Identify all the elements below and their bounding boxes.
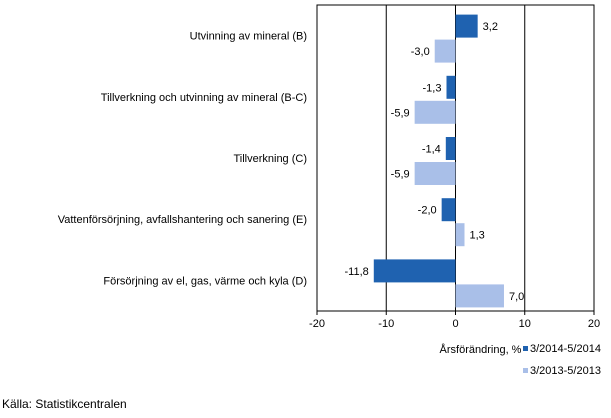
bar: [373, 259, 456, 283]
x-tick-label: -10: [378, 318, 394, 330]
category-label: Tillverkning (C): [233, 153, 307, 165]
legend-label: 3/2013-5/2013: [530, 365, 601, 377]
bar: [455, 14, 478, 38]
bar: [446, 75, 456, 99]
category-label: Tillverkning och utvinning av mineral (B…: [101, 92, 307, 104]
x-tick-label: 20: [588, 318, 600, 330]
bar: [414, 100, 456, 124]
category-label: Utvinning av mineral (B): [190, 31, 307, 43]
bar: [414, 162, 456, 185]
x-axis-title: Årsförändring, %: [440, 343, 522, 356]
category-label: Vattenförsörjning, avfallshantering och …: [58, 214, 307, 226]
x-tick-label: 0: [452, 318, 458, 330]
category-label: Försörjning av el, gas, värme och kyla (…: [103, 275, 307, 287]
legend-label: 3/2014-5/2014: [530, 343, 601, 355]
legend-swatch: [523, 346, 528, 351]
x-tick-label: 10: [519, 318, 531, 330]
x-tick-label: -20: [309, 318, 325, 330]
data-label: -5,9: [391, 169, 410, 181]
bar: [455, 223, 465, 247]
data-label: 3,2: [483, 21, 498, 33]
bar: [445, 137, 456, 160]
data-label: 7,0: [509, 291, 524, 303]
bar: [455, 284, 504, 308]
legend-swatch: [523, 368, 528, 373]
data-label: -5,9: [391, 107, 410, 119]
data-label: -1,4: [422, 144, 441, 156]
data-label: -11,8: [345, 266, 369, 278]
data-label: 1,3: [470, 230, 485, 242]
bar: [434, 39, 456, 63]
data-label: -1,3: [423, 82, 442, 94]
bar: [441, 198, 456, 222]
data-label: -2,0: [418, 205, 437, 217]
data-label: -3,0: [411, 46, 430, 58]
source-note: Källa: Statistikcentralen: [2, 397, 127, 411]
